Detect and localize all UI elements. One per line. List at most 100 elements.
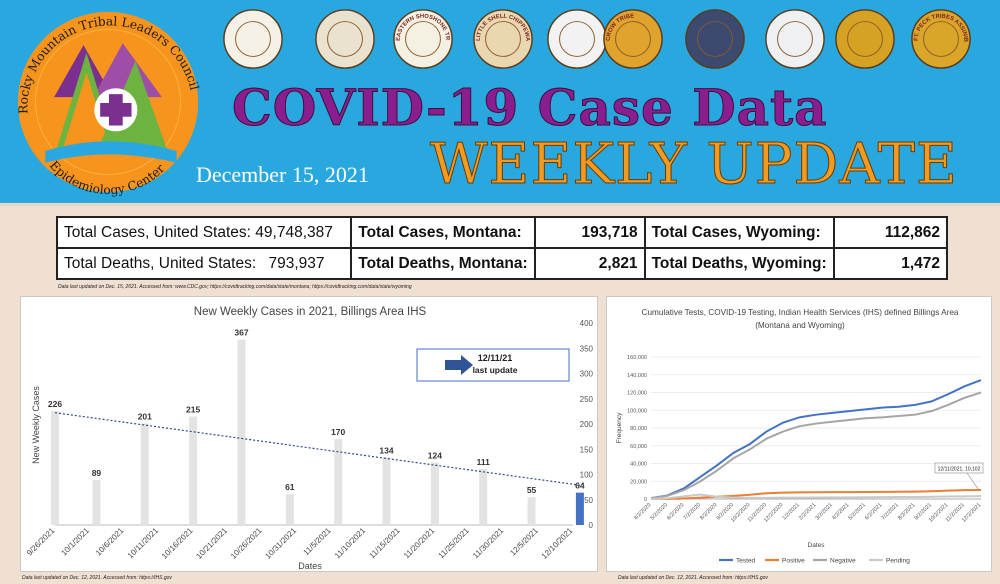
tribal-seal-8 <box>765 9 825 69</box>
seal-inner-ring <box>405 21 441 57</box>
x-tick-label: 10/11/2021 <box>126 526 161 561</box>
bar <box>237 339 246 525</box>
mt-deaths-label: Total Deaths, Montana: <box>350 247 536 280</box>
x-tick-label: 10/26/2021 <box>229 526 264 561</box>
deaths-row: Total Deaths, United States: 793,937 Tot… <box>55 247 949 280</box>
header-banner: Rocky Mountain Tribal Leaders Council Ep… <box>0 0 1000 206</box>
wy-deaths-value: 1,472 <box>833 247 949 280</box>
bar <box>92 480 101 525</box>
seal-inner-ring <box>235 21 271 57</box>
y-tick-label: 300 <box>580 370 594 379</box>
bar <box>189 416 198 525</box>
callout-box <box>416 348 570 382</box>
bar-value-label: 226 <box>48 399 62 409</box>
y-tick-label: 60,000 <box>630 444 647 450</box>
bar-value-label: 201 <box>138 411 152 421</box>
bar-value-label: 111 <box>477 457 491 467</box>
x-tick-label: 11/5/2021 <box>302 526 333 557</box>
seal-inner-ring <box>559 21 595 57</box>
bar <box>382 457 391 525</box>
x-tick-label: 11/20/2021 <box>402 526 437 561</box>
cumulative-tests-chart: Cumulative Tests, COVID-19 Testing, Indi… <box>606 296 992 572</box>
line-chart-title: Cumulative Tests, COVID-19 Testing, Indi… <box>642 308 959 317</box>
line-chart-subtitle: (Montana and Wyoming) <box>755 321 845 330</box>
x-tick-label: 11/25/2021 <box>437 526 472 561</box>
tribal-seal-5 <box>547 9 607 69</box>
bar-value-label: 64 <box>575 481 585 491</box>
seal-ring <box>911 9 971 69</box>
callout-line-1: 12/11/21 <box>478 353 513 363</box>
seal-ring <box>835 9 895 69</box>
seal-inner-ring <box>847 21 883 57</box>
bar <box>430 462 439 525</box>
series-line <box>650 493 982 500</box>
y-tick-label: 0 <box>644 497 647 503</box>
bar <box>479 468 488 525</box>
wy-cases-value: 112,862 <box>833 216 949 249</box>
series-line <box>650 391 982 500</box>
y-tick-label: 250 <box>580 395 594 404</box>
seal-inner-ring <box>923 21 959 57</box>
tribal-seal-10: FT. PECK TRIBES ASSINIBOINE SIOUX <box>910 8 971 69</box>
bar <box>527 497 536 525</box>
x-tick-label: 10/31/2021 <box>263 526 298 561</box>
us-deaths-value: 793,937 <box>268 254 325 272</box>
cumulative-tests-chart-svg: Cumulative Tests, COVID-19 Testing, Indi… <box>616 308 984 565</box>
mt-deaths-value: 2,821 <box>534 247 646 280</box>
callout-line-2: last update <box>473 365 518 375</box>
seal-inner-ring <box>485 21 521 57</box>
bar-value-label: 134 <box>379 445 393 455</box>
line-chart-source-note: Data last updated on Dec. 12, 2021. Acce… <box>618 575 768 581</box>
mt-cases-value: 193,718 <box>534 216 646 249</box>
x-tick-label: 9/26/2021 <box>25 526 57 558</box>
seal-inner-ring <box>697 21 733 57</box>
wy-cases-label: Total Cases, Wyoming: <box>643 216 835 249</box>
series-line <box>650 379 982 500</box>
mt-cases-label: Total Cases, Montana: <box>350 216 536 249</box>
tribal-seal-7 <box>685 9 745 69</box>
weekly-cases-chart-svg: New Weekly Cases in 2021, Billings Area … <box>25 306 594 571</box>
y-tick-label: 80,000 <box>630 426 647 432</box>
tribal-seal-3: EASTERN SHOSHONE TRIBE <box>392 8 453 69</box>
bar-value-label: 170 <box>331 427 345 437</box>
last-update-callout: 12/11/21 last update <box>416 348 570 382</box>
seal-inner-ring <box>777 21 813 57</box>
x-tick-label: 10/21/2021 <box>194 526 229 561</box>
us-cases-cell: Total Cases, United States: 49,748,387 <box>55 216 353 249</box>
seal-ring <box>315 9 375 69</box>
x-tick-label: 10/6/2021 <box>94 526 126 558</box>
series-line <box>650 489 982 500</box>
tribal-seal-2 <box>315 9 375 69</box>
x-tick-label: 10/1/2021 <box>59 526 91 558</box>
legend-label: Negative <box>830 558 856 565</box>
seal-ring <box>765 9 825 69</box>
seal-inner-ring <box>327 21 363 57</box>
arrow-right-icon <box>445 355 473 375</box>
x-tick-label: 10/16/2021 <box>160 526 195 561</box>
y-tick-label: 140,000 <box>627 373 647 379</box>
legend-label: Tested <box>736 558 756 565</box>
y-tick-label: 100 <box>580 471 594 480</box>
line-chart-ylabel: Frequency <box>616 412 623 443</box>
bar-value-label: 367 <box>234 328 248 338</box>
seal-ring <box>547 9 607 69</box>
bar-value-label: 215 <box>186 404 200 414</box>
stats-table: Total Cases, United States: 49,748,387 T… <box>55 216 949 280</box>
y-tick-label: 120,000 <box>627 391 647 397</box>
y-tick-label: 20,000 <box>630 479 647 485</box>
title-line-2: WEEKLY UPDATE <box>430 132 958 198</box>
tribal-seal-9 <box>835 9 895 69</box>
title-line-1: COVID-19 Case Data <box>232 78 828 138</box>
trendline <box>54 412 580 486</box>
bar-chart-xlabel: Dates <box>298 561 322 571</box>
seal-inner-ring <box>615 21 651 57</box>
tribal-seal-6: CROW TRIBE <box>603 9 663 69</box>
annotation-leader <box>966 472 980 491</box>
bar-value-label: 55 <box>527 485 537 495</box>
x-tick-label: 11/10/2021 <box>333 526 368 561</box>
x-tick-label: 11/15/2021 <box>367 526 402 561</box>
bar-value-label: 124 <box>428 450 442 460</box>
stats-source-note: Data last updated on Dec. 15, 2021. Acce… <box>58 284 412 290</box>
bar <box>334 439 343 525</box>
report-date: December 15, 2021 <box>196 162 369 187</box>
